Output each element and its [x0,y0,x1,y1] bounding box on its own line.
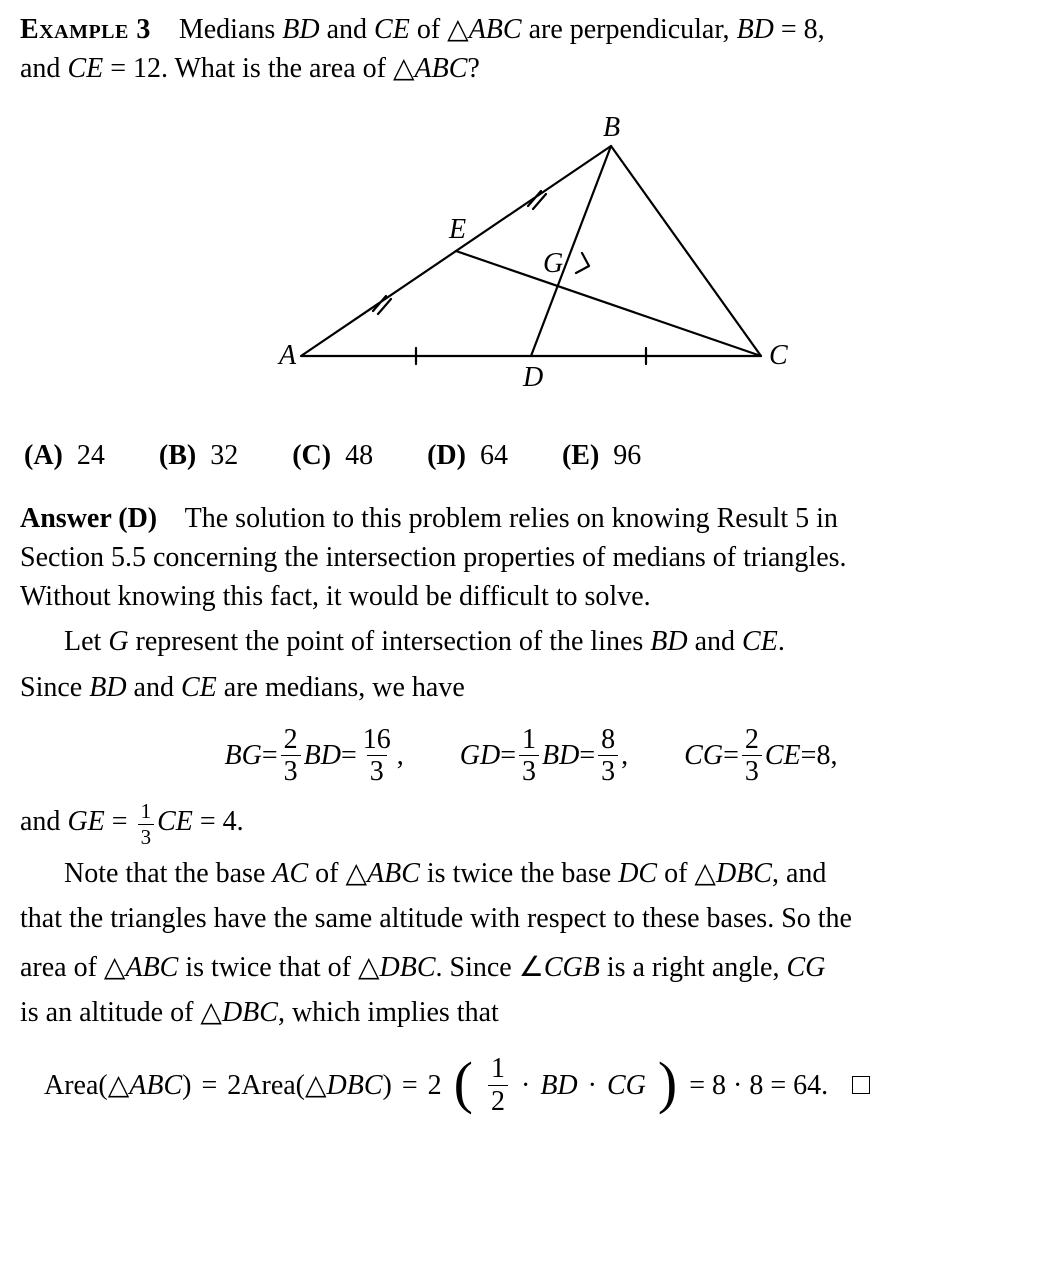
equation-bg-gd-cg: BG = 23 BD = 163 , GD = 13 BD = 83 , CG … [20,725,1042,787]
example-label: Example 3 [20,14,151,45]
problem-statement: Example 3 Medians BD and CE of △ABC are … [20,10,1042,88]
two-area-dbc: 2Area(△DBC) [227,1066,392,1105]
paragraph-3d: is an altitude of △DBC, which implies th… [20,993,1042,1032]
left-paren-icon: ( [452,1057,475,1109]
text: = 12. What is the area of △ [103,53,414,84]
answer-paragraph-1: Answer (D) The solution to this problem … [20,499,1042,617]
choice-E: (E) 96 [562,436,641,475]
area-abc: Area(△ABC) [44,1066,191,1105]
label-B: B [603,112,620,143]
right-paren-icon: ) [656,1057,679,1109]
final-value: = 8 · 8 = 64. [689,1066,828,1105]
text: ? [467,53,479,84]
answer-choices: (A) 24 (B) 32 (C) 48 (D) 64 (E) 96 [20,436,1042,475]
paragraph-3a: Note that the base AC of △ABC is twice t… [20,854,1042,893]
eq-gd: GD = 13 BD = 83 , [460,725,628,787]
choice-C: (C) 48 [292,436,373,475]
text: of △ [410,14,469,45]
text: and [20,53,67,84]
var-ce: CE [374,14,410,45]
qed-icon [852,1076,870,1094]
label-A: A [277,340,297,371]
equation-ge: and GE = 13CE = 4. [20,800,1042,847]
paragraph-3c: area of △ABC is twice that of △DBC. Sinc… [20,948,1042,987]
triangle-figure: A C B D E G [20,106,1042,417]
text: are perpendicular, [522,14,737,45]
paragraph-3b: that the triangles have the same altitud… [20,899,1042,938]
choice-A: (A) 24 [24,436,105,475]
label-C: C [769,340,788,371]
var-abc: ABC [415,53,468,84]
choice-B: (B) 32 [159,436,238,475]
eq-cg: CG = 23 CE = 8, [684,725,837,787]
triangle-svg: A C B D E G [231,106,831,406]
label-E: E [448,214,466,245]
answer-paragraph-2b: Since BD and CE are medians, we have [20,668,1042,707]
var-bd: BD [282,14,319,45]
text: Medians [179,14,282,45]
equation-area: Area(△ABC) = 2Area(△DBC) = 2 ( 12 · BD ·… [20,1054,1042,1116]
text: and [320,14,374,45]
label-D: D [522,362,543,393]
label-G: G [543,248,563,279]
answer-lead: Answer (D) [20,503,157,534]
answer-paragraph-2a: Let G represent the point of intersectio… [20,622,1042,661]
eq-bg: BG = 23 BD = 163 , [225,725,404,787]
var-abc: ABC [469,14,522,45]
var-ce: CE [67,53,103,84]
text: = 8, [774,14,825,45]
choice-D: (D) 64 [427,436,508,475]
var-bd2: BD [737,14,774,45]
